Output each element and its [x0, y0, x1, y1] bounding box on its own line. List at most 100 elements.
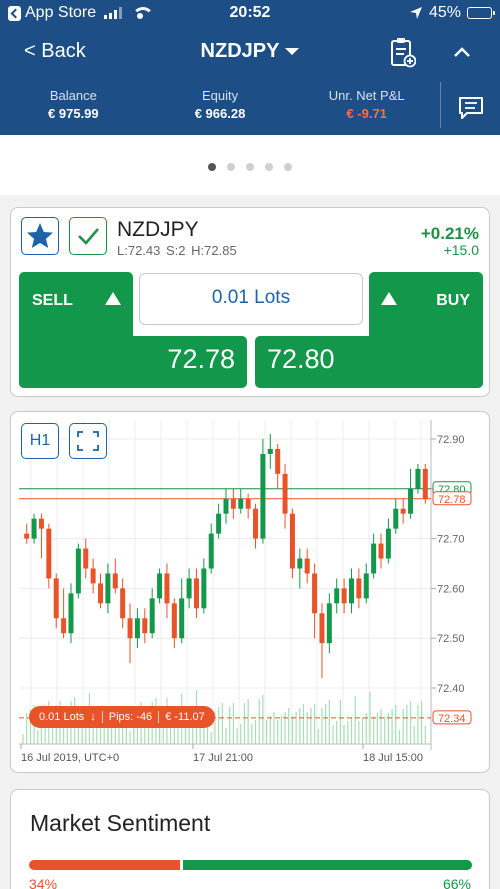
price-tag-label: 72.34	[438, 713, 466, 725]
nav-title-label: NZDJPY	[200, 40, 280, 62]
status-bar: App Store 20:52 45%	[0, 0, 500, 28]
position-lots: 0.01 Lots	[39, 711, 85, 723]
chat-icon[interactable]	[458, 96, 484, 120]
candle-body	[245, 498, 251, 509]
price-chart[interactable]: 72.9072.7072.6072.5072.4072.8072.7872.34…	[11, 412, 491, 774]
y-tick-label: 72.50	[437, 633, 465, 645]
candle-body	[297, 558, 303, 569]
candle-body	[341, 588, 347, 604]
favorite-button[interactable]	[21, 217, 59, 255]
change-absolute: +15.0	[443, 242, 479, 258]
sentiment-bar	[29, 860, 472, 870]
y-tick-label: 72.90	[437, 434, 465, 446]
buy-price[interactable]: 72.80	[255, 336, 483, 388]
candle-body	[334, 588, 340, 604]
candle-body	[415, 468, 421, 489]
high-value: H:72.85	[191, 243, 237, 258]
candle-body	[38, 518, 44, 529]
lots-input[interactable]: 0.01 Lots	[139, 273, 363, 325]
caret-down-icon	[285, 48, 300, 56]
timeframe-button[interactable]: H1	[21, 423, 59, 459]
sell-price[interactable]: 72.78	[19, 336, 247, 388]
candle-body	[142, 618, 148, 634]
triangle-up-icon	[381, 292, 397, 305]
candle-body	[422, 468, 428, 499]
back-button[interactable]: < Back	[24, 40, 86, 62]
battery-icon	[467, 7, 495, 19]
candle-body	[223, 498, 229, 514]
chart-card: 72.90 72.70 72.60 72.50 72.40 72.80 72.78 72.34…	[10, 411, 490, 773]
page-dot[interactable]	[246, 163, 254, 171]
candle-body	[193, 578, 199, 609]
candle-body	[112, 573, 118, 589]
fullscreen-icon	[77, 431, 99, 451]
price-tag-label: 72.78	[438, 494, 466, 506]
star-icon	[27, 223, 53, 248]
candle-body	[68, 593, 74, 634]
battery-percent: 45%	[428, 4, 461, 21]
instrument-symbol: NZDJPY	[117, 218, 199, 241]
page-dot[interactable]	[227, 163, 235, 171]
candle-body	[127, 618, 133, 639]
candle-body	[171, 603, 177, 639]
change-percent: +0.21%	[420, 224, 479, 243]
page-dot[interactable]	[284, 163, 292, 171]
page-dot[interactable]	[208, 163, 216, 171]
price-tag-sell	[432, 491, 472, 506]
pnl-value: € -9.71	[346, 106, 387, 121]
price-tag-entry	[432, 710, 472, 725]
carrier-label: App Store	[25, 4, 97, 21]
top-bar: App Store 20:52 45% < Back NZDJPY Balanc…	[0, 0, 500, 135]
candle-body	[120, 588, 126, 619]
candle-body	[238, 498, 244, 509]
candle-body	[304, 558, 310, 574]
candle-body	[61, 618, 67, 634]
candle-body	[326, 603, 332, 644]
pnl-summary: Unr. Net P&L € -9.71	[293, 88, 440, 128]
candle-body	[253, 508, 259, 539]
account-summary: Balance € 975.99 Equity € 966.28 Unr. Ne…	[0, 88, 440, 128]
candle-body	[267, 448, 273, 454]
equity-label: Equity	[201, 88, 239, 103]
chevron-up-icon[interactable]	[452, 42, 472, 62]
fullscreen-button[interactable]	[69, 423, 107, 459]
confirm-toggle-button[interactable]	[69, 217, 107, 255]
divider	[440, 82, 441, 128]
y-tick-label: 72.40	[437, 683, 465, 695]
candle-body	[356, 578, 362, 599]
candle-body	[53, 578, 59, 619]
instrument-selector[interactable]: NZDJPY	[0, 40, 500, 63]
equity-value: € 966.28	[194, 106, 246, 121]
page-dot[interactable]	[265, 163, 273, 171]
candle-body	[105, 573, 111, 604]
order-clipboard-icon[interactable]	[390, 36, 416, 68]
instrument-stats: L:72.43 S:2 H:72.85	[117, 243, 237, 258]
candle-body	[90, 568, 96, 584]
candle-body	[348, 578, 354, 604]
candle-body	[208, 533, 214, 569]
candle-body	[157, 573, 163, 599]
candle-body	[363, 573, 369, 599]
open-position-pill[interactable]: 0.01 Lots ↓ Pips: -46 € -11.07	[29, 706, 215, 728]
candle-body	[319, 613, 325, 644]
back-to-app-icon[interactable]	[8, 5, 21, 21]
candle-body	[179, 598, 185, 639]
candle-body	[260, 453, 266, 539]
spread-value: S:2	[166, 243, 186, 258]
candle-body	[98, 583, 104, 604]
x-tick-label: 18 Jul 15:00	[363, 752, 423, 764]
candle-body	[31, 518, 37, 539]
sentiment-card: Market Sentiment 34% 66%	[10, 789, 490, 889]
candle-body	[282, 473, 288, 514]
candle-body	[149, 598, 155, 634]
y-tick-label: 72.70	[437, 534, 465, 546]
wifi-icon	[132, 7, 155, 19]
signal-icon	[104, 7, 123, 19]
location-arrow-icon	[409, 7, 422, 19]
page-indicator[interactable]	[0, 163, 500, 171]
equity-summary: Equity € 966.28	[147, 88, 294, 128]
balance-summary: Balance € 975.99	[0, 88, 147, 128]
position-pnl: € -11.07	[165, 711, 205, 723]
position-pips: Pips: -46	[108, 711, 153, 723]
candle-body	[393, 508, 399, 529]
